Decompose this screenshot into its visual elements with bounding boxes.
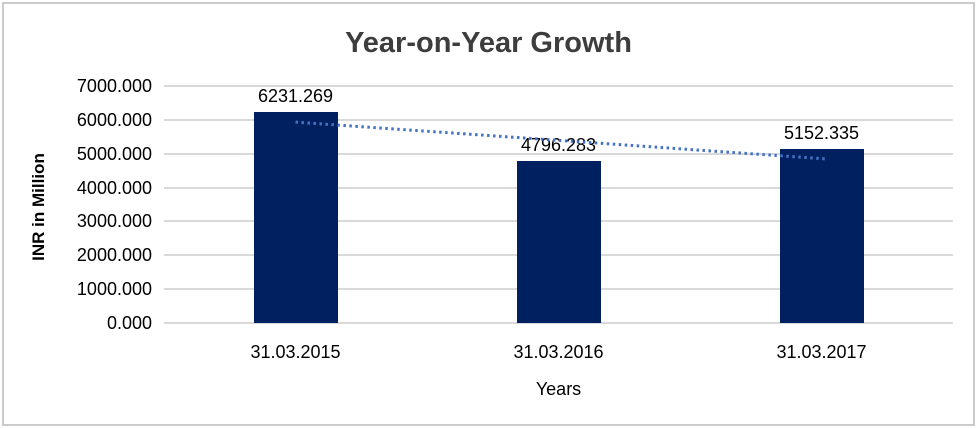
y-tick-label: 4000.000 [76, 177, 152, 198]
chart-title: Year-on-Year Growth [345, 27, 632, 59]
y-tick-label: 5000.000 [76, 143, 152, 164]
y-tick-label: 3000.000 [76, 211, 152, 232]
bar-31.03.2015 [253, 112, 338, 323]
bar-31.03.2017 [779, 148, 864, 323]
x-tick-label: 31.03.2016 [513, 342, 604, 362]
y-tick-label: 2000.000 [76, 245, 152, 266]
data-label: 4796.283 [520, 134, 597, 155]
y-tick-label: 6000.000 [76, 109, 152, 130]
x-tick-label: 31.03.2017 [776, 342, 867, 362]
y-tick-label: 1000.000 [76, 279, 152, 300]
y-tick-label: 7000.000 [76, 76, 152, 96]
x-axis-title: Years [535, 379, 582, 399]
data-label: 6231.269 [257, 86, 334, 107]
bar-31.03.2016 [516, 160, 601, 323]
x-tick-label: 31.03.2015 [250, 342, 341, 362]
y-tick-label: 0.000 [106, 313, 152, 333]
data-label: 5152.335 [783, 122, 860, 143]
